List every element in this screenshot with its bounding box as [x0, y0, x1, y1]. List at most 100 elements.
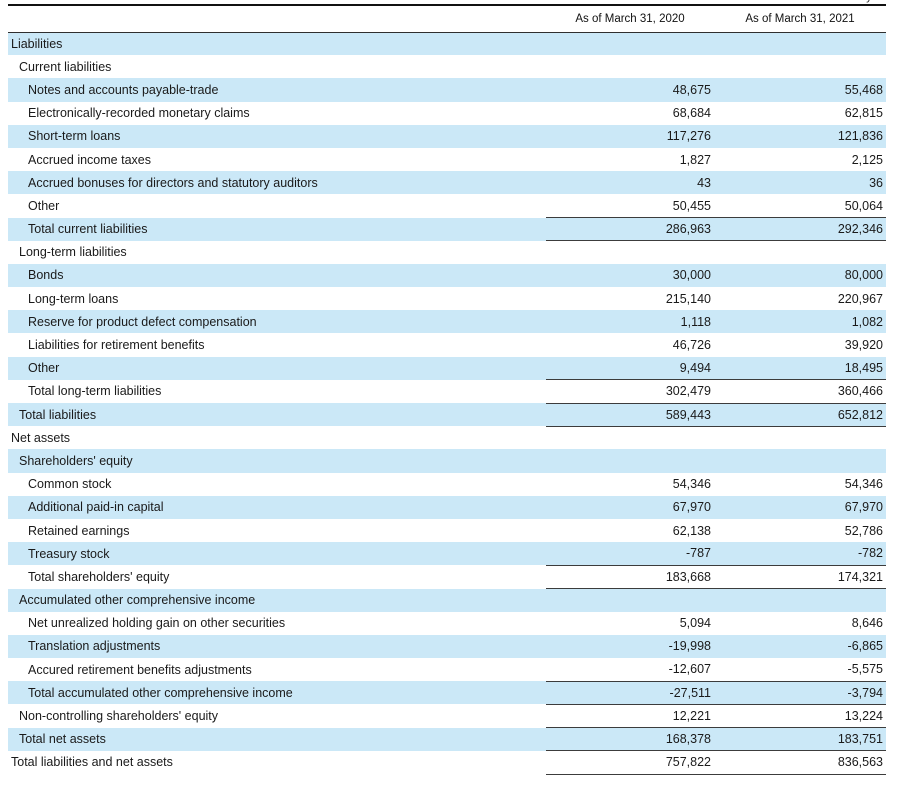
table-row: Total liabilities 589,443 652,812	[8, 402, 886, 427]
unit-note: In million yen	[820, 0, 884, 3]
value-2021	[714, 32, 886, 56]
column-header-2020: As of March 31, 2020	[546, 5, 714, 33]
value-2020: 215,140	[665, 291, 711, 306]
table-row: Short-term loans 117,276 121,836	[8, 124, 886, 148]
table-row: Other 9,494 18,495	[8, 356, 886, 380]
table-row: Total long-term liabilities 302,479 360,…	[8, 379, 886, 403]
table-body: Liabilities Current liabilities Notes an…	[8, 32, 886, 775]
value-2020	[546, 241, 714, 264]
table-row: Long-term liabilities	[8, 241, 886, 264]
row-label: Total shareholders' equity	[28, 569, 170, 584]
value-2021	[714, 426, 886, 449]
value-2021: 121,836	[714, 124, 886, 148]
value-2020: 1,118	[546, 310, 714, 334]
row-label: Reserve for product defect compensation	[8, 310, 546, 334]
table-row: Total accumulated other comprehensive in…	[8, 680, 886, 705]
value-2021: 52,786	[844, 523, 883, 538]
row-label: Retained earnings	[28, 523, 130, 538]
value-2020: 12,221	[672, 709, 711, 724]
value-2021: 220,967	[837, 291, 883, 306]
row-label: Electronically-recorded monetary claims	[28, 106, 250, 121]
value-2021	[714, 55, 886, 78]
row-label: Net unrealized holding gain on other sec…	[28, 616, 286, 631]
table-row: Electronically-recorded monetary claims …	[8, 102, 886, 125]
row-label: Accumulated other comprehensive income	[8, 588, 546, 612]
value-2020: 62,138	[672, 523, 711, 538]
table-row: Liabilities for retirement benefits 46,7…	[8, 333, 886, 356]
row-label: Long-term liabilities	[19, 245, 127, 260]
row-label: Total long-term liabilities	[28, 384, 162, 399]
row-label: Non-controlling shareholders' equity	[19, 709, 219, 724]
row-label: Additional paid-in capital	[8, 495, 546, 519]
value-2020: 117,276	[546, 124, 714, 148]
value-2021: 80,000	[714, 263, 886, 288]
value-2021: 360,466	[714, 379, 886, 403]
value-2021: 13,224	[844, 709, 883, 724]
value-2021: 18,495	[714, 356, 886, 380]
table-row: Total current liabilities 286,963 292,34…	[8, 216, 886, 242]
row-label: Total liabilities	[8, 403, 546, 427]
value-2020	[546, 55, 714, 78]
table-row: Notes and accounts payable-trade 48,675 …	[8, 78, 886, 102]
value-2020: -27,511	[546, 680, 714, 705]
value-2021: -5,575	[847, 662, 883, 677]
row-label: Total current liabilities	[8, 217, 546, 241]
value-2021: -3,794	[714, 680, 886, 705]
row-label: Total liabilities and net assets	[11, 755, 173, 770]
row-label: Accrued income taxes	[28, 152, 151, 167]
row-label: Current liabilities	[19, 59, 112, 74]
value-2020: 68,684	[672, 106, 711, 121]
table-row: Long-term loans 215,140 220,967	[8, 287, 886, 310]
table-row: Total net assets 168,378 183,751	[8, 727, 886, 752]
value-2020: 54,346	[672, 477, 711, 492]
row-label: Shareholders' equity	[8, 449, 546, 473]
row-label: Notes and accounts payable-trade	[8, 78, 546, 102]
value-2021: 2,125	[851, 152, 883, 167]
table-header: As of March 31, 2020 As of March 31, 202…	[8, 5, 886, 33]
row-label: Net assets	[11, 430, 71, 445]
value-2020: 67,970	[546, 495, 714, 519]
table-row: Liabilities	[8, 32, 886, 56]
value-2020: -12,607	[668, 662, 711, 677]
table-row: Accured retirement benefits adjustments …	[8, 658, 886, 681]
value-2020	[546, 449, 714, 473]
row-label: Other	[8, 356, 546, 380]
value-2021: -782	[714, 542, 886, 566]
value-2020: 757,822	[546, 750, 714, 775]
value-2020: 589,443	[546, 402, 714, 427]
value-2021: 174,321	[714, 564, 886, 590]
table-row: Reserve for product defect compensation …	[8, 310, 886, 334]
row-label: Accrued bonuses for directors and statut…	[8, 171, 546, 195]
row-label: Accured retirement benefits adjustments	[28, 662, 252, 677]
column-header-2021: As of March 31, 2021	[714, 5, 886, 33]
value-2021: 54,346	[844, 477, 883, 492]
row-label: Bonds	[8, 263, 546, 288]
header-label-column	[8, 5, 546, 33]
table-row: Accrued income taxes 1,827 2,125	[8, 148, 886, 171]
table-row: Total liabilities and net assets 757,822…	[8, 750, 886, 775]
row-label: Liabilities	[8, 32, 546, 56]
table-row: Accumulated other comprehensive income	[8, 588, 886, 612]
row-label: Short-term loans	[8, 124, 546, 148]
row-label: Total net assets	[8, 727, 546, 751]
table-row: Common stock 54,346 54,346	[8, 473, 886, 496]
value-2020: 168,378	[546, 727, 714, 752]
table-row: Bonds 30,000 80,000	[8, 263, 886, 288]
row-label: Treasury stock	[8, 542, 546, 566]
table-row: Current liabilities	[8, 55, 886, 78]
value-2021: 67,970	[714, 495, 886, 519]
table-row: Non-controlling shareholders' equity 12,…	[8, 704, 886, 727]
value-2021: 183,751	[714, 727, 886, 752]
value-2021: 36	[714, 171, 886, 195]
value-2021: 50,064	[844, 198, 883, 213]
value-2021: 836,563	[714, 750, 886, 775]
row-label: Common stock	[28, 477, 112, 492]
table-row: Other 50,455 50,064	[8, 194, 886, 217]
table-row: Retained earnings 62,138 52,786	[8, 519, 886, 542]
value-2021	[714, 588, 886, 612]
row-label: Other	[28, 198, 60, 213]
value-2020: -787	[546, 542, 714, 566]
value-2020: 30,000	[546, 263, 714, 288]
header-row: As of March 31, 2020 As of March 31, 202…	[8, 5, 886, 33]
